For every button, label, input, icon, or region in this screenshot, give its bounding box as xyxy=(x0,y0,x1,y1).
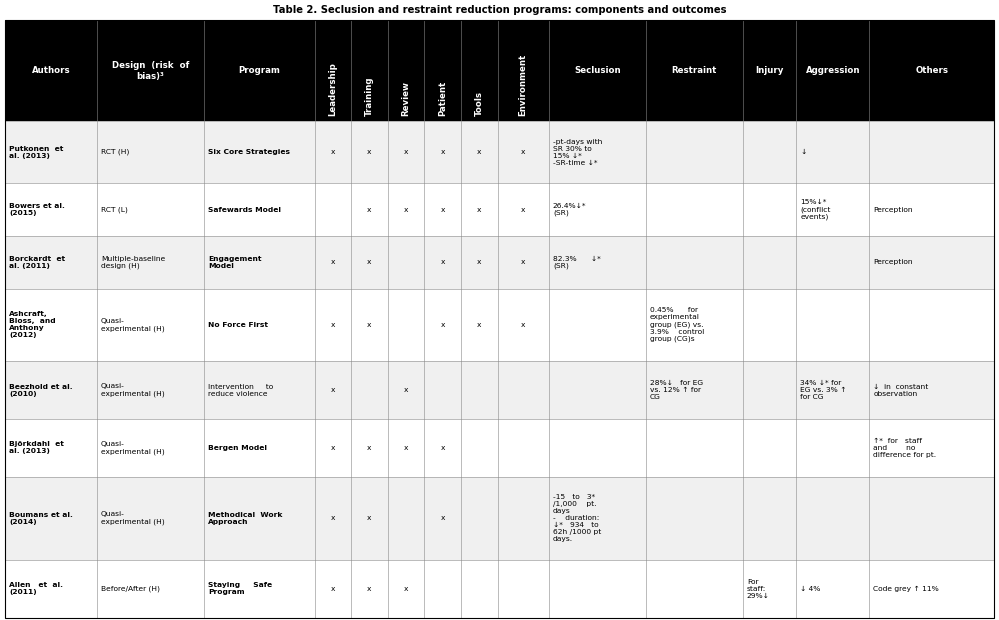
Text: x: x xyxy=(521,149,525,155)
Text: Ashcraft,
Bloss,  and
Anthony
(2012): Ashcraft, Bloss, and Anthony (2012) xyxy=(9,311,56,339)
Text: Bowers et al.
(2015): Bowers et al. (2015) xyxy=(9,203,65,216)
Text: x: x xyxy=(441,445,445,451)
Text: x: x xyxy=(368,149,372,155)
Text: x: x xyxy=(368,259,372,265)
Text: Bergen Model: Bergen Model xyxy=(208,445,267,451)
Text: Environment: Environment xyxy=(518,54,527,116)
Text: Aggression: Aggression xyxy=(805,66,860,75)
Text: x: x xyxy=(521,322,525,328)
Text: Table 2. Seclusion and restraint reduction programs: components and outcomes: Table 2. Seclusion and restraint reducti… xyxy=(273,5,726,15)
Text: x: x xyxy=(331,445,335,451)
Bar xyxy=(5,477,994,560)
Text: Beezhold et al.
(2010): Beezhold et al. (2010) xyxy=(9,384,73,397)
Text: Design  (risk  of
bias)³: Design (risk of bias)³ xyxy=(112,61,189,81)
Text: x: x xyxy=(404,387,409,393)
Text: x: x xyxy=(404,206,409,213)
Text: 82.3%      ↓*
(SR): 82.3% ↓* (SR) xyxy=(553,255,600,269)
Text: Seclusion: Seclusion xyxy=(574,66,620,75)
Text: Quasi-
experimental (H): Quasi- experimental (H) xyxy=(101,383,165,397)
Bar xyxy=(5,236,994,289)
Text: Björkdahl  et
al. (2013): Björkdahl et al. (2013) xyxy=(9,441,64,454)
Text: x: x xyxy=(477,206,482,213)
Bar xyxy=(5,289,994,361)
Text: x: x xyxy=(331,515,335,521)
Text: Training: Training xyxy=(365,77,374,116)
Bar xyxy=(5,20,994,121)
Text: x: x xyxy=(368,445,372,451)
Text: x: x xyxy=(331,322,335,328)
Text: Putkonen  et
al. (2013): Putkonen et al. (2013) xyxy=(9,146,63,159)
Text: x: x xyxy=(441,322,445,328)
Text: Before/After (H): Before/After (H) xyxy=(101,585,160,592)
Text: x: x xyxy=(441,206,445,213)
Text: Multiple-baseline
design (H): Multiple-baseline design (H) xyxy=(101,255,165,269)
Text: x: x xyxy=(441,259,445,265)
Text: 28%↓   for EG
vs. 12% ↑ for
CG: 28%↓ for EG vs. 12% ↑ for CG xyxy=(650,380,703,400)
Text: Allen   et  al.
(2011): Allen et al. (2011) xyxy=(9,582,63,595)
Text: x: x xyxy=(331,387,335,393)
Text: ↑*  for   staff
and        no
difference for pt.: ↑* for staff and no difference for pt. xyxy=(873,438,936,458)
Text: Others: Others xyxy=(915,66,948,75)
Text: Perception: Perception xyxy=(873,206,913,213)
Text: Intervention     to
reduce violence: Intervention to reduce violence xyxy=(208,384,273,397)
Text: Injury: Injury xyxy=(755,66,783,75)
Text: x: x xyxy=(441,515,445,521)
Text: 15%↓*
(conflict
events): 15%↓* (conflict events) xyxy=(800,199,830,220)
Text: Boumans et al.
(2014): Boumans et al. (2014) xyxy=(9,512,73,525)
Text: 0.45%      for
experimental
group (EG) vs.
3.9%    control
group (CG)s: 0.45% for experimental group (EG) vs. 3.… xyxy=(650,308,704,342)
Text: Engagement
Model: Engagement Model xyxy=(208,256,262,269)
Text: x: x xyxy=(368,586,372,591)
Text: x: x xyxy=(521,206,525,213)
Text: x: x xyxy=(331,586,335,591)
Text: ↓: ↓ xyxy=(800,149,806,155)
Text: RCT (H): RCT (H) xyxy=(101,149,129,156)
Text: x: x xyxy=(404,149,409,155)
Text: x: x xyxy=(477,259,482,265)
Text: Leadership: Leadership xyxy=(329,62,338,116)
Text: x: x xyxy=(477,322,482,328)
Text: x: x xyxy=(404,586,409,591)
Text: x: x xyxy=(331,259,335,265)
Text: Tools: Tools xyxy=(475,91,484,116)
Text: Quasi-
experimental (H): Quasi- experimental (H) xyxy=(101,512,165,525)
Text: x: x xyxy=(477,149,482,155)
Text: Review: Review xyxy=(402,81,411,116)
Text: x: x xyxy=(368,206,372,213)
Text: Patient: Patient xyxy=(439,81,448,116)
Text: -15   to   3*
/1,000    pt.
days
-    duration:
↓*   934   to
62h /1000 pt
days.: -15 to 3* /1,000 pt. days - duration: ↓*… xyxy=(553,494,601,542)
Text: Perception: Perception xyxy=(873,259,913,265)
Text: RCT (L): RCT (L) xyxy=(101,206,128,213)
Bar xyxy=(5,183,994,236)
Text: Code grey ↑ 11%: Code grey ↑ 11% xyxy=(873,586,939,591)
Text: Safewards Model: Safewards Model xyxy=(208,206,281,213)
Text: x: x xyxy=(368,515,372,521)
Text: Authors: Authors xyxy=(32,66,70,75)
Text: x: x xyxy=(331,149,335,155)
Text: Borckardt  et
al. (2011): Borckardt et al. (2011) xyxy=(9,256,65,269)
Text: -pt-days with
SR 30% to
15% ↓*
-SR-time ↓*: -pt-days with SR 30% to 15% ↓* -SR-time … xyxy=(553,139,602,166)
Text: 26.4%↓*
(SR): 26.4%↓* (SR) xyxy=(553,203,586,216)
Text: Methodical  Work
Approach: Methodical Work Approach xyxy=(208,512,282,525)
Bar xyxy=(5,361,994,419)
Text: x: x xyxy=(404,445,409,451)
Text: 34% ↓* for
EG vs. 3% ↑
for CG: 34% ↓* for EG vs. 3% ↑ for CG xyxy=(800,380,846,400)
Text: Restraint: Restraint xyxy=(671,66,717,75)
Text: x: x xyxy=(521,259,525,265)
Text: ↓  in  constant
observation: ↓ in constant observation xyxy=(873,384,929,397)
Text: Quasi-
experimental (H): Quasi- experimental (H) xyxy=(101,441,165,454)
Bar xyxy=(5,121,994,183)
Text: For
staff:
29%↓: For staff: 29%↓ xyxy=(747,578,769,599)
Text: x: x xyxy=(441,149,445,155)
Bar xyxy=(5,560,994,618)
Text: No Force First: No Force First xyxy=(208,322,268,328)
Text: Six Core Strategies: Six Core Strategies xyxy=(208,149,290,155)
Text: ↓ 4%: ↓ 4% xyxy=(800,586,820,591)
Text: Quasi-
experimental (H): Quasi- experimental (H) xyxy=(101,318,165,332)
Bar xyxy=(5,419,994,477)
Text: x: x xyxy=(368,322,372,328)
Text: Staying     Safe
Program: Staying Safe Program xyxy=(208,582,272,595)
Text: Program: Program xyxy=(238,66,280,75)
